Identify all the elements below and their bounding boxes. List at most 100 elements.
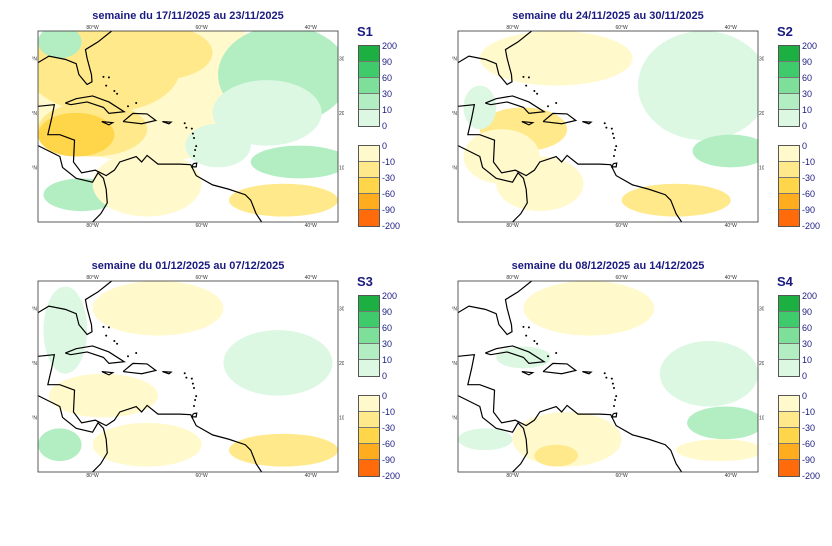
legend-swatch — [359, 94, 379, 110]
anomaly-area — [621, 183, 731, 217]
coastline — [521, 370, 535, 376]
legend-value: 0 — [802, 121, 808, 131]
island — [193, 386, 195, 389]
lon-label-bottom: 60°W — [195, 473, 208, 478]
legend-swatch — [779, 46, 799, 62]
legend-swatch — [779, 194, 799, 210]
legend-value: 90 — [382, 307, 393, 317]
island — [605, 376, 608, 379]
lat-label-left: 20°N — [32, 111, 37, 117]
legend-value: -200 — [382, 221, 401, 231]
island — [113, 90, 116, 93]
legend-positive — [778, 295, 800, 377]
island — [613, 386, 615, 389]
lat-label-right: 30°N — [759, 56, 764, 62]
lat-label-right: 30°N — [339, 56, 344, 62]
lat-label-left: 10°N — [452, 415, 457, 421]
coastline — [38, 103, 263, 222]
legend-swatch — [779, 312, 799, 328]
legend-swatch — [779, 110, 799, 126]
anomaly-area — [692, 134, 758, 168]
coastline — [458, 395, 528, 472]
coastline — [65, 95, 126, 115]
coastline — [485, 345, 546, 365]
anomaly-area — [38, 112, 115, 157]
coastline — [101, 370, 115, 376]
lon-label-top: 60°W — [195, 25, 208, 31]
legend-value: -30 — [802, 173, 816, 183]
lon-label-top: 40°W — [305, 275, 318, 281]
island — [527, 326, 530, 329]
legend-value: -30 — [382, 423, 396, 433]
legend-value: 0 — [382, 141, 388, 151]
legend-negative — [778, 395, 800, 477]
coastline — [190, 162, 198, 168]
coastline — [458, 103, 683, 222]
legend-value: 30 — [382, 339, 393, 349]
island — [127, 355, 129, 358]
legend-swatch — [779, 412, 799, 428]
island — [195, 395, 198, 398]
island — [116, 342, 119, 345]
legend-swatch — [779, 344, 799, 360]
lon-label-bottom: 60°W — [615, 223, 628, 228]
island — [191, 382, 194, 385]
map-title: semaine du 17/11/2025 au 23/11/2025 — [92, 10, 284, 22]
anomaly-area — [92, 281, 224, 336]
legend-value: -90 — [802, 455, 816, 465]
anomaly-area — [676, 439, 758, 462]
legend-swatch — [359, 344, 379, 360]
legend-swatch — [359, 412, 379, 428]
legend-swatch — [359, 110, 379, 126]
lon-label-top: 40°W — [305, 25, 318, 31]
coastline — [582, 120, 593, 125]
lat-label-right: 20°N — [759, 361, 764, 367]
island — [191, 132, 194, 135]
map-panel-4: semaine du 08/12/2025 au 14/12/2025 S4 80… — [418, 258, 832, 503]
legend-value: 60 — [382, 323, 393, 333]
island — [113, 340, 116, 343]
legend-value: -60 — [382, 189, 396, 199]
island — [615, 145, 618, 148]
coastline — [610, 412, 618, 418]
island — [190, 127, 193, 130]
lon-label-top: 40°W — [725, 25, 738, 31]
legend-value: 60 — [382, 73, 393, 83]
island — [611, 132, 614, 135]
legend-swatch — [359, 46, 379, 62]
legend-value: 90 — [802, 307, 813, 317]
anomaly-map: 80°W 80°W 60°W 60°W 40°W 40°W 30°N 30°N 20°N 20°N… — [32, 25, 344, 228]
anomaly-area — [38, 31, 82, 59]
lon-label-bottom: 40°W — [305, 473, 318, 478]
legend-swatch — [359, 360, 379, 376]
anomaly-area — [463, 85, 497, 130]
island — [102, 325, 105, 328]
legend-value: 200 — [382, 41, 398, 51]
island — [615, 395, 618, 398]
island — [183, 372, 186, 375]
island — [183, 122, 186, 125]
island — [185, 126, 188, 129]
lat-label-left: 30°N — [32, 306, 37, 312]
coastline — [485, 95, 546, 115]
coastline — [122, 362, 158, 375]
lat-label-left: 30°N — [32, 56, 37, 62]
coastline — [38, 395, 108, 472]
coastline — [458, 353, 683, 472]
legend-swatch — [359, 460, 379, 476]
legend-swatch — [359, 296, 379, 312]
week-label: S3 — [357, 274, 373, 289]
lon-label-bottom: 40°W — [725, 223, 738, 228]
island — [116, 92, 119, 95]
lat-label-right: 10°N — [759, 165, 764, 171]
island — [547, 355, 549, 358]
coastline — [458, 145, 528, 222]
coastline — [65, 345, 126, 365]
island — [135, 352, 138, 355]
lat-label-right: 30°N — [339, 306, 344, 312]
lon-label-bottom: 80°W — [86, 473, 99, 478]
legend-positive — [358, 45, 380, 127]
lat-label-right: 30°N — [759, 306, 764, 312]
legend-swatch — [359, 444, 379, 460]
legend-swatch — [779, 396, 799, 412]
